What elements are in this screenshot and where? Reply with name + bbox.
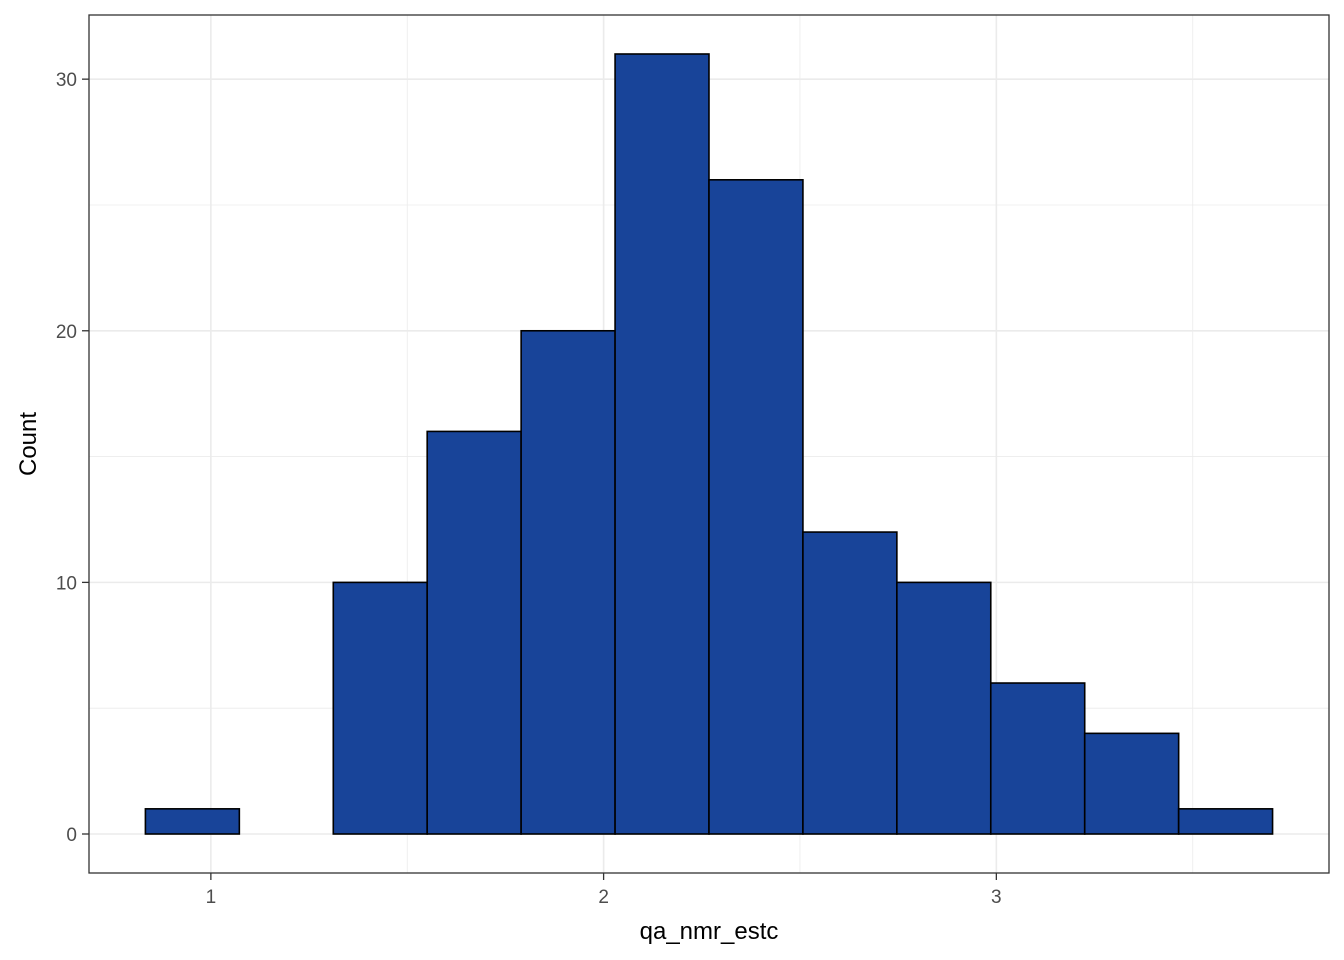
y-tick-label: 0 — [66, 825, 77, 846]
histogram-bars — [144, 53, 1274, 835]
histogram-bar — [1083, 732, 1180, 835]
x-tick-label: 2 — [598, 887, 609, 908]
histogram-bar — [896, 581, 992, 835]
y-tick-label: 20 — [56, 322, 77, 343]
histogram-bar — [802, 531, 898, 835]
histogram-bar — [520, 329, 616, 835]
histogram-bar — [144, 808, 241, 835]
x-tick-label: 3 — [991, 887, 1002, 908]
panel-border — [88, 14, 1330, 874]
x-axis-title: qa_nmr_estc — [640, 918, 779, 945]
x-axis-ticks: 1 2 3 — [206, 873, 1002, 908]
y-axis-ticks: 0 10 20 30 — [56, 70, 89, 846]
histogram-bar — [614, 53, 710, 835]
x-tick-label: 1 — [206, 887, 217, 908]
y-axis-title: Count — [15, 412, 42, 476]
histogram-bar — [708, 179, 804, 835]
histogram-bar — [1177, 808, 1274, 835]
histogram-bar — [426, 430, 522, 835]
y-tick-label: 30 — [56, 70, 77, 91]
histogram-bar — [989, 682, 1086, 835]
histogram-bar — [332, 581, 428, 835]
y-tick-label: 10 — [56, 573, 77, 594]
